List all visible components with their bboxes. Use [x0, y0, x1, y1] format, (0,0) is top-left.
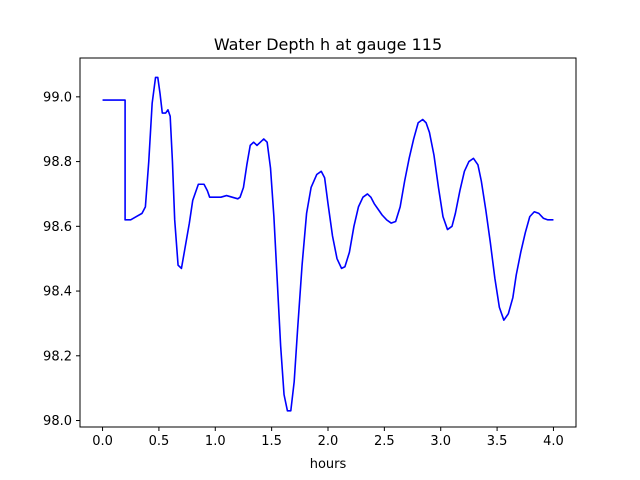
axes-layer: 0.0 0.5 1.0 1.5 2.0 2.5 3.0 3.5 4.0 98.0 98.2 98.4 9… — [43, 90, 564, 449]
y-tick-label: 98.0 — [43, 414, 72, 429]
series-line-0 — [102, 76, 554, 412]
plot-area — [80, 58, 576, 427]
plot-frame — [79, 57, 577, 428]
x-tick-label: 0.5 — [149, 434, 170, 449]
x-tick-label: 1.0 — [205, 434, 226, 449]
x-axis-label: hours — [310, 457, 347, 472]
y-tick-label: 98.8 — [43, 155, 72, 170]
y-tick-label: 98.2 — [43, 349, 72, 364]
y-tick-label: 98.4 — [43, 285, 72, 300]
x-tick-label: 1.5 — [261, 434, 282, 449]
x-tick-label: 3.5 — [487, 434, 508, 449]
x-tick-label: 2.0 — [318, 434, 339, 449]
x-tick-label: 3.0 — [430, 434, 451, 449]
plot-layer — [102, 76, 554, 412]
x-tick-label: 4.0 — [543, 434, 564, 449]
x-tick-label: 0.0 — [92, 434, 113, 449]
chart-title: Water Depth h at gauge 115 — [214, 35, 442, 54]
y-tick-label: 99.0 — [43, 90, 72, 105]
x-tick-label: 2.5 — [374, 434, 395, 449]
y-tick-label: 98.6 — [43, 220, 72, 235]
